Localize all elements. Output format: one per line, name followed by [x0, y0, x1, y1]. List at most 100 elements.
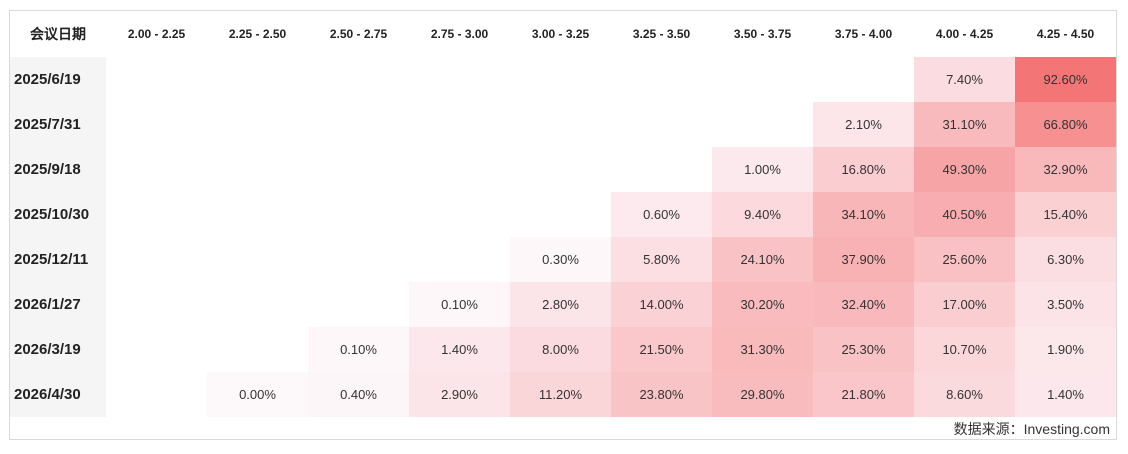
meeting-date: 2025/7/31 [10, 102, 106, 147]
heatmap-row: 2025/10/30 0.60% 9.40% 34.10% 40.50% 15.40% [10, 192, 1116, 237]
heatmap-cell: 8.00% [510, 327, 611, 372]
heatmap-cell: 0.30% [510, 237, 611, 282]
heatmap-cell [207, 147, 308, 192]
heatmap-cell [409, 57, 510, 102]
heatmap-row: 2025/6/19 7.40% 92.60% [10, 57, 1116, 102]
heatmap-cell: 92.60% [1015, 57, 1116, 102]
heatmap-cell: 31.30% [712, 327, 813, 372]
heatmap-cell [409, 192, 510, 237]
meeting-date: 2025/12/11 [10, 237, 106, 282]
heatmap-cell [308, 147, 409, 192]
meeting-date: 2026/1/27 [10, 282, 106, 327]
range-column-header: 3.25 - 3.50 [632, 27, 691, 41]
heatmap-cell [510, 147, 611, 192]
heatmap-cell: 15.40% [1015, 192, 1116, 237]
range-column-header: 2.75 - 3.00 [430, 27, 489, 41]
heatmap-cell: 24.10% [712, 237, 813, 282]
heatmap-cell [510, 102, 611, 147]
heatmap-cell [611, 57, 712, 102]
date-column-header: 会议日期 [30, 26, 86, 42]
heatmap-cell [308, 282, 409, 327]
heatmap-cell [712, 102, 813, 147]
heatmap-cell: 29.80% [712, 372, 813, 417]
heatmap-cell: 10.70% [914, 327, 1015, 372]
heatmap-cell: 34.10% [813, 192, 914, 237]
heatmap-cell: 49.30% [914, 147, 1015, 192]
heatmap-cell: 66.80% [1015, 102, 1116, 147]
heatmap-cell: 6.30% [1015, 237, 1116, 282]
heatmap-cell [409, 237, 510, 282]
heatmap-cell: 5.80% [611, 237, 712, 282]
heatmap-cell: 8.60% [914, 372, 1015, 417]
heatmap-cell [813, 57, 914, 102]
range-column-header: 4.25 - 4.50 [1036, 27, 1095, 41]
heatmap-cell [106, 237, 207, 282]
heatmap-cell [106, 102, 207, 147]
source-label: 数据来源：Investing.com [953, 421, 1110, 437]
meeting-date: 2026/4/30 [10, 372, 106, 417]
heatmap-cell [308, 102, 409, 147]
heatmap-cell [308, 57, 409, 102]
heatmap-cell: 2.10% [813, 102, 914, 147]
heatmap-cell: 25.30% [813, 327, 914, 372]
heatmap-cell [106, 327, 207, 372]
heatmap-cell [510, 192, 611, 237]
heatmap-cell [106, 282, 207, 327]
heatmap-cell: 9.40% [712, 192, 813, 237]
range-column-header: 2.50 - 2.75 [329, 27, 388, 41]
range-column-header: 3.50 - 3.75 [733, 27, 792, 41]
heatmap-cell: 21.50% [611, 327, 712, 372]
heatmap-cell: 37.90% [813, 237, 914, 282]
heatmap-cell: 14.00% [611, 282, 712, 327]
heatmap-cell: 32.90% [1015, 147, 1116, 192]
heatmap-cell: 0.60% [611, 192, 712, 237]
heatmap-cell: 16.80% [813, 147, 914, 192]
heatmap-cell [106, 147, 207, 192]
heatmap-cell [611, 147, 712, 192]
heatmap-cell [106, 372, 207, 417]
probability-heatmap: 会议日期 2.00 - 2.25 2.25 - 2.50 2.50 - 2.75 2.… [10, 11, 1116, 417]
heatmap-row: 2026/3/19 0.10% 1.40% 8.00% 21.50% 31.30% 25.3… [10, 327, 1116, 372]
header-row: 会议日期 2.00 - 2.25 2.25 - 2.50 2.50 - 2.75 2.… [10, 11, 1116, 57]
heatmap-cell [712, 57, 813, 102]
heatmap-cell: 2.80% [510, 282, 611, 327]
heatmap-cell [409, 147, 510, 192]
heatmap-cell: 1.40% [1015, 372, 1116, 417]
heatmap-row: 2025/12/11 0.30% 5.80% 24.10% 37.90% 25.60% 6.… [10, 237, 1116, 282]
range-column-header: 3.00 - 3.25 [531, 27, 590, 41]
heatmap-cell: 0.40% [308, 372, 409, 417]
heatmap-cell: 1.90% [1015, 327, 1116, 372]
heatmap-cell: 3.50% [1015, 282, 1116, 327]
heatmap-body: 2025/6/19 7.40% 92.60% 2025/7/31 2.10% 31.10%… [10, 57, 1116, 417]
heatmap-cell [611, 102, 712, 147]
heatmap-cell: 32.40% [813, 282, 914, 327]
range-column-header: 2.00 - 2.25 [127, 27, 186, 41]
heatmap-cell: 1.00% [712, 147, 813, 192]
heatmap-frame: 会议日期 2.00 - 2.25 2.25 - 2.50 2.50 - 2.75 2.… [9, 10, 1117, 440]
meeting-date: 2025/6/19 [10, 57, 106, 102]
heatmap-cell: 7.40% [914, 57, 1015, 102]
heatmap-cell: 25.60% [914, 237, 1015, 282]
heatmap-cell [106, 57, 207, 102]
heatmap-cell [207, 57, 308, 102]
heatmap-row: 2025/7/31 2.10% 31.10% 66.80% [10, 102, 1116, 147]
meeting-date: 2025/9/18 [10, 147, 106, 192]
heatmap-row: 2025/9/18 1.00% 16.80% 49.30% 32.90% [10, 147, 1116, 192]
heatmap-cell: 31.10% [914, 102, 1015, 147]
heatmap-cell: 0.00% [207, 372, 308, 417]
heatmap-cell [207, 282, 308, 327]
range-column-header: 2.25 - 2.50 [228, 27, 287, 41]
meeting-date: 2026/3/19 [10, 327, 106, 372]
heatmap-row: 2026/1/27 0.10% 2.80% 14.00% 30.20% 32.40% 17.… [10, 282, 1116, 327]
heatmap-cell: 30.20% [712, 282, 813, 327]
heatmap-row: 2026/4/30 0.00% 0.40% 2.90% 11.20% 23.80% 29.8… [10, 372, 1116, 417]
heatmap-cell [510, 57, 611, 102]
heatmap-cell: 11.20% [510, 372, 611, 417]
range-column-header: 3.75 - 4.00 [834, 27, 893, 41]
heatmap-cell: 23.80% [611, 372, 712, 417]
heatmap-cell: 17.00% [914, 282, 1015, 327]
heatmap-cell: 0.10% [409, 282, 510, 327]
range-column-header: 4.00 - 4.25 [935, 27, 994, 41]
heatmap-cell: 40.50% [914, 192, 1015, 237]
heatmap-cell [207, 102, 308, 147]
